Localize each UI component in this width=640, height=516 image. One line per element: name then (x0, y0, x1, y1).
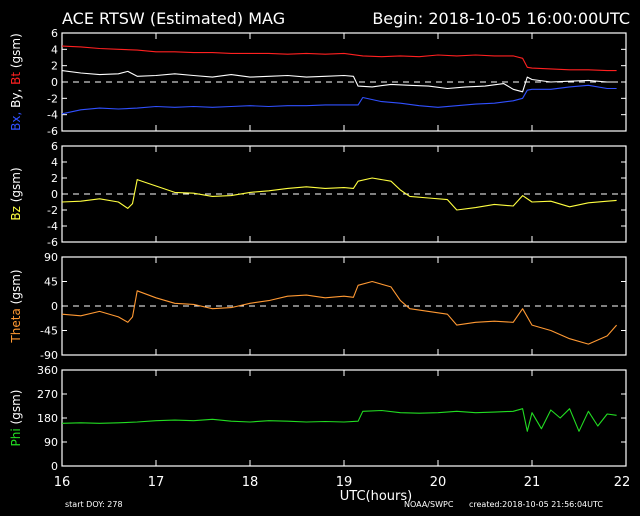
agency-label: NOAA/SWPC (404, 500, 454, 509)
series-line-theta (61, 280, 618, 345)
y-tick-label: 2 (51, 172, 58, 185)
y-axis-label-part: Bt (9, 72, 23, 89)
panel-1: 6 4 2 0 -2 -4 -6 Bx, By, Bt (gsm) (9, 27, 627, 138)
y-tick-label: -45 (40, 325, 58, 338)
y-axis-label: Bx, By, Bt (gsm) (9, 33, 23, 131)
y-axis-label: Phi (gsm) (9, 390, 23, 447)
created-timestamp: created:2018-10-05 21:56:04UTC (469, 500, 603, 509)
series-line-bx (61, 84, 617, 115)
y-tick-label: 4 (51, 43, 58, 56)
y-axis-label: Theta (gsm) (9, 269, 23, 343)
x-tick-label: 17 (148, 475, 165, 490)
y-tick-label: 0 (51, 300, 58, 313)
panel-frame (61, 256, 627, 356)
y-axis-label-part: By, (9, 89, 23, 112)
x-axis-label: UTC(hours) (340, 489, 412, 504)
panel-4: 360 270 180 90 0 16 17 18 19 20 21 22 Phi (gsm) (9, 364, 630, 490)
y-axis-label-part: (gsm) (9, 269, 23, 308)
y-axis-label-part: Bx, (9, 112, 23, 131)
x-tick-label: 21 (524, 475, 541, 490)
y-tick-label: 6 (51, 140, 58, 153)
y-tick-label: -6 (47, 125, 58, 138)
y-tick-label: 90 (44, 251, 58, 264)
y-tick-label: 90 (44, 436, 58, 449)
y-tick-label: -2 (47, 204, 58, 217)
y-axis-label-part: (gsm) (9, 390, 23, 429)
y-tick-label: -6 (47, 236, 58, 249)
begin-timestamp: Begin: 2018-10-05 16:00:00UTC (372, 9, 630, 28)
y-tick-label: 2 (51, 60, 58, 73)
panel-3: 90 45 0 -45 -90 Theta (gsm) (9, 251, 627, 362)
y-axis-label-part: Bz (9, 206, 23, 221)
y-tick-label: 0 (51, 188, 58, 201)
y-tick-label: 270 (37, 388, 58, 401)
series-line-phi (61, 408, 617, 432)
series-line-by (61, 70, 617, 93)
y-tick-label: -4 (47, 109, 58, 122)
x-tick-label: 18 (242, 475, 259, 490)
y-tick-label: 0 (51, 460, 58, 473)
x-tick-label: 20 (430, 475, 447, 490)
series-line-bz (61, 177, 617, 211)
y-axis-label: Bz (gsm) (9, 167, 23, 220)
y-tick-label: 180 (37, 412, 58, 425)
y-tick-label: -90 (40, 349, 58, 362)
panel-frame (61, 32, 627, 132)
y-tick-label: 360 (37, 364, 58, 377)
start-doy: start DOY: 278 (65, 500, 123, 509)
y-tick-label: -4 (47, 220, 58, 233)
panel-frame (61, 145, 627, 243)
figure-title: ACE RTSW (Estimated) MAG (62, 9, 285, 28)
y-tick-label: -2 (47, 92, 58, 105)
y-axis-label-part: Phi (9, 428, 23, 446)
y-tick-label: 6 (51, 27, 58, 40)
panel-frame (61, 369, 627, 467)
y-axis-label-part: Theta (9, 308, 23, 343)
y-tick-label: 4 (51, 156, 58, 169)
x-tick-label: 16 (54, 475, 71, 490)
y-axis-label-part: (gsm) (9, 167, 23, 206)
x-tick-label: 19 (336, 475, 353, 490)
panel-2: 6 4 2 0 -2 -4 -6 Bz (gsm) (9, 140, 627, 249)
x-tick-label: 22 (614, 475, 631, 490)
y-axis-label-part: (gsm) (9, 33, 23, 72)
y-tick-label: 0 (51, 76, 58, 89)
series-line-bt (61, 45, 617, 72)
y-tick-label: 45 (44, 276, 58, 289)
